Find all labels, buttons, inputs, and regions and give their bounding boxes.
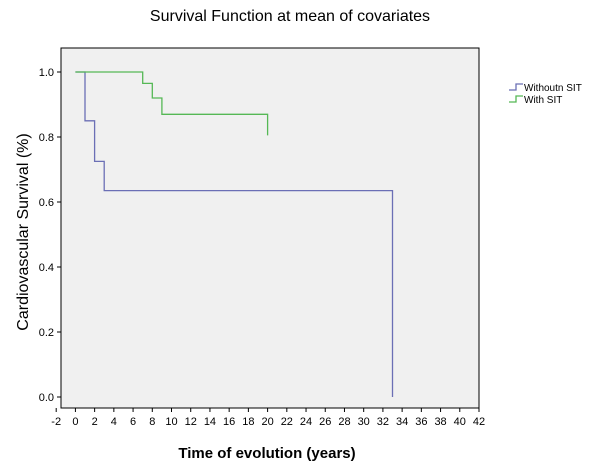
y-tick-label: 0.2	[39, 327, 54, 339]
x-tick-label: 16	[223, 416, 235, 428]
y-axis: 0.0 0.2 0.4 0.6 0.8 1.0	[39, 67, 61, 404]
series-layer	[75, 71, 394, 397]
x-tick-label: 12	[185, 416, 197, 428]
x-tick-label: 34	[396, 416, 408, 428]
x-tick-label: 20	[261, 416, 273, 428]
x-tick-label: 8	[149, 416, 155, 428]
x-tick-label: 14	[204, 416, 216, 428]
x-tick-label: 4	[111, 416, 117, 428]
legend-label-1: With SIT	[524, 95, 562, 106]
x-tick-label: 10	[165, 416, 177, 428]
x-tick-label: 24	[300, 416, 312, 428]
x-tick-label: 2	[92, 416, 98, 428]
y-tick-label: 0.4	[39, 262, 54, 274]
y-tick-label: 0.6	[39, 197, 54, 209]
x-axis: -2 0 2 4 6 8 10 12 14 16 18 20 22 24 26 28 30 32 34 36 38 40 4…	[51, 408, 485, 428]
x-tick-label: 38	[434, 416, 446, 428]
x-tick-label: 40	[454, 416, 466, 428]
chart-title: Survival Function at mean of covariates	[150, 8, 430, 25]
x-tick-label: 0	[72, 416, 78, 428]
x-tick-label: 6	[130, 416, 136, 428]
legend-swatch-0	[509, 83, 523, 91]
x-tick-label: -2	[51, 416, 61, 428]
x-tick-label: 36	[415, 416, 427, 428]
x-tick-label: 30	[358, 416, 370, 428]
x-tick-label: 22	[281, 416, 293, 428]
legend-swatch-1	[509, 95, 523, 103]
y-tick-label: 0.8	[39, 132, 54, 144]
series-line-1	[75, 71, 269, 136]
legend-label-0: Withoutn SIT	[524, 83, 582, 94]
x-tick-label: 32	[377, 416, 389, 428]
y-axis-label: Cardiovascular Survival (%)	[15, 133, 32, 330]
series-line-0	[75, 71, 394, 397]
x-tick-label: 26	[319, 416, 331, 428]
y-tick-label: 1.0	[39, 67, 54, 79]
x-tick-label: 28	[338, 416, 350, 428]
x-tick-label: 18	[242, 416, 254, 428]
y-tick-label: 0.0	[39, 392, 54, 404]
plot-area	[60, 47, 480, 409]
x-tick-label: 42	[473, 416, 485, 428]
x-axis-label: Time of evolution (years)	[178, 445, 355, 462]
